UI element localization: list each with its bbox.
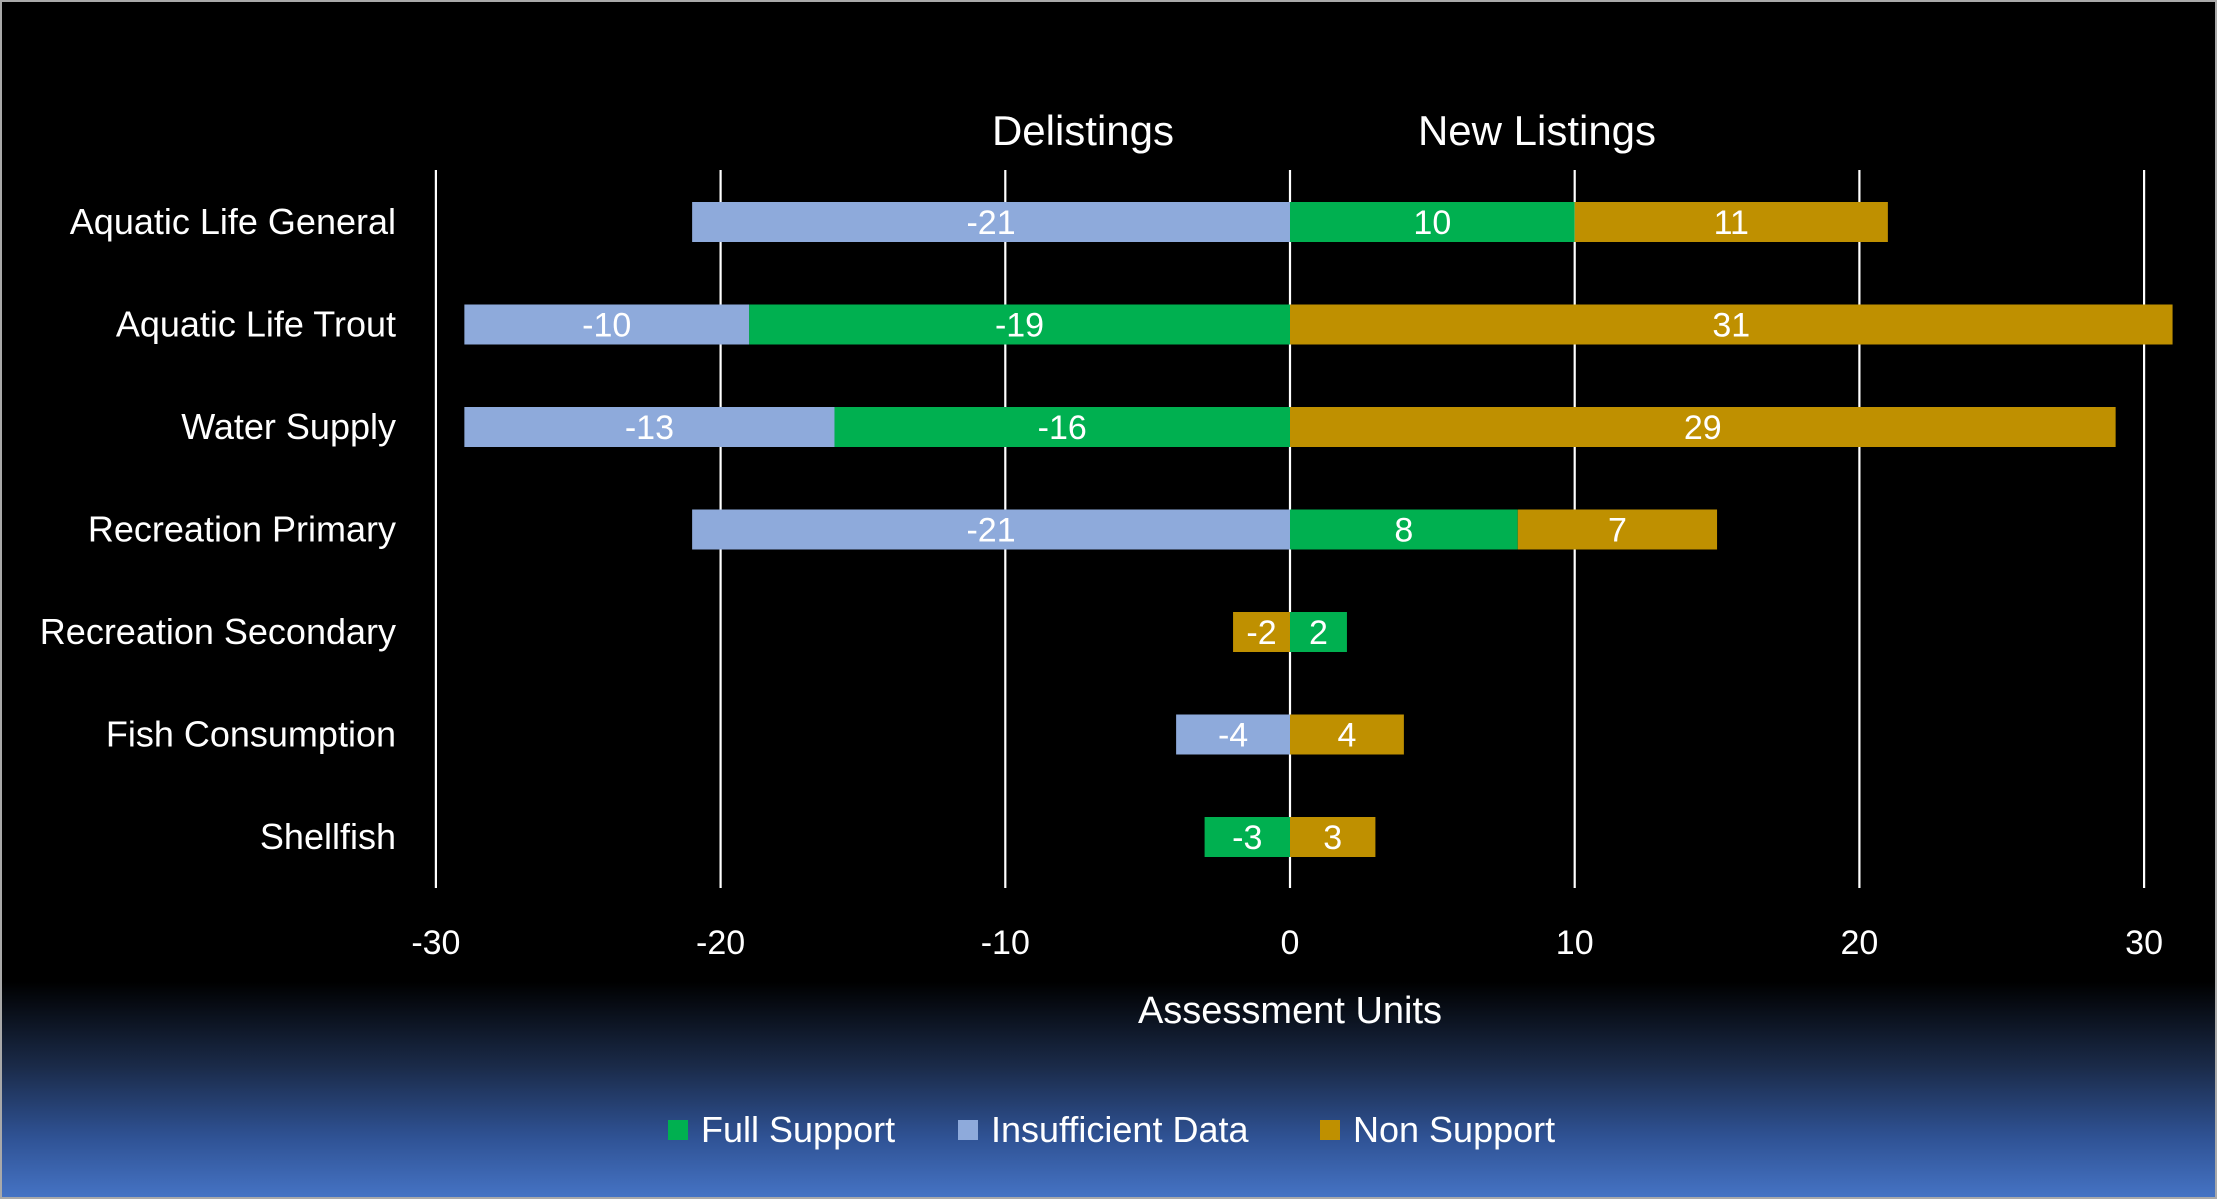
x-tick-label: -10 <box>981 924 1030 962</box>
legend-label: Non Support <box>1353 1109 1555 1150</box>
legend: Full Support Insufficient Data Non Support <box>668 1109 1555 1150</box>
bar-data-label: -16 <box>1038 409 1087 447</box>
legend-swatch <box>1320 1120 1340 1140</box>
bar-data-label: -21 <box>966 204 1015 242</box>
bar-data-label: 31 <box>1712 307 1750 345</box>
x-tick-label: 30 <box>2125 924 2163 962</box>
bar-non-support <box>1233 612 1290 652</box>
bar-full-support <box>834 407 1290 447</box>
legend-swatch <box>668 1120 688 1140</box>
x-tick-label: 0 <box>1281 924 1300 962</box>
bar-data-label: 3 <box>1323 819 1342 857</box>
category-label: Recreation Primary <box>88 509 396 550</box>
x-tick-labels: -30 -20 -10 0 10 20 30 <box>411 924 2163 962</box>
bar-data-label: 7 <box>1608 512 1627 550</box>
section-title-right: New Listings <box>1418 107 1656 154</box>
category-label: Aquatic Life General <box>70 201 396 242</box>
bar-insufficient-data <box>692 202 1290 242</box>
bar-non-support <box>1574 202 1888 242</box>
bar-data-label: -3 <box>1232 819 1262 857</box>
bar-data-label: 10 <box>1413 204 1451 242</box>
bar-data-label: -10 <box>582 307 631 345</box>
bar-data-label: -21 <box>966 512 1015 550</box>
category-label: Aquatic Life Trout <box>116 304 396 345</box>
bar-data-label: 2 <box>1309 614 1328 652</box>
bar-data-label: 11 <box>1714 204 1749 242</box>
category-label: Water Supply <box>181 406 396 447</box>
x-tick-label: -30 <box>411 924 460 962</box>
bar-non-support <box>1290 817 1376 857</box>
legend-label: Insufficient Data <box>991 1109 1249 1150</box>
bar-non-support <box>1517 509 1718 550</box>
x-tick-label: 20 <box>1840 924 1878 962</box>
x-axis-title: Assessment Units <box>1138 990 1442 1032</box>
bar-data-label: -4 <box>1218 717 1248 755</box>
category-label: Shellfish <box>260 816 396 857</box>
bar-data-label: 29 <box>1684 409 1722 447</box>
data-labels: 10 -21 11 -19 -10 31 -16 -13 29 8 -21 7 2 -2 -4 4 -3 3 <box>582 204 1750 857</box>
bar-full-support <box>1204 817 1290 857</box>
bar-full-support <box>1290 612 1347 652</box>
bar-full-support <box>1290 509 1518 550</box>
bar-insufficient-data <box>1176 714 1290 755</box>
bar-non-support <box>1290 304 2173 345</box>
bar-data-label: -2 <box>1246 614 1276 652</box>
bar-data-label: 8 <box>1394 512 1413 550</box>
category-label: Fish Consumption <box>106 714 396 755</box>
category-label: Recreation Secondary <box>40 611 396 652</box>
bar-data-label: -19 <box>995 307 1044 345</box>
bar-non-support <box>1290 407 2116 447</box>
bar-data-label: 4 <box>1337 717 1356 755</box>
section-title-left: Delistings <box>992 107 1174 154</box>
bar-full-support <box>1290 202 1575 242</box>
x-tick-label: 10 <box>1556 924 1594 962</box>
bar-insufficient-data <box>464 304 750 345</box>
bar-non-support <box>1290 714 1404 755</box>
bar-data-label: -13 <box>625 409 674 447</box>
legend-swatch <box>958 1120 978 1140</box>
bars <box>464 202 2173 857</box>
legend-label: Full Support <box>701 1109 895 1150</box>
category-labels: Aquatic Life General Aquatic Life Trout Wa… <box>40 201 396 857</box>
bar-full-support <box>749 304 1290 345</box>
x-tick-label: -20 <box>696 924 745 962</box>
bar-insufficient-data <box>692 509 1290 550</box>
bar-insufficient-data <box>464 407 835 447</box>
